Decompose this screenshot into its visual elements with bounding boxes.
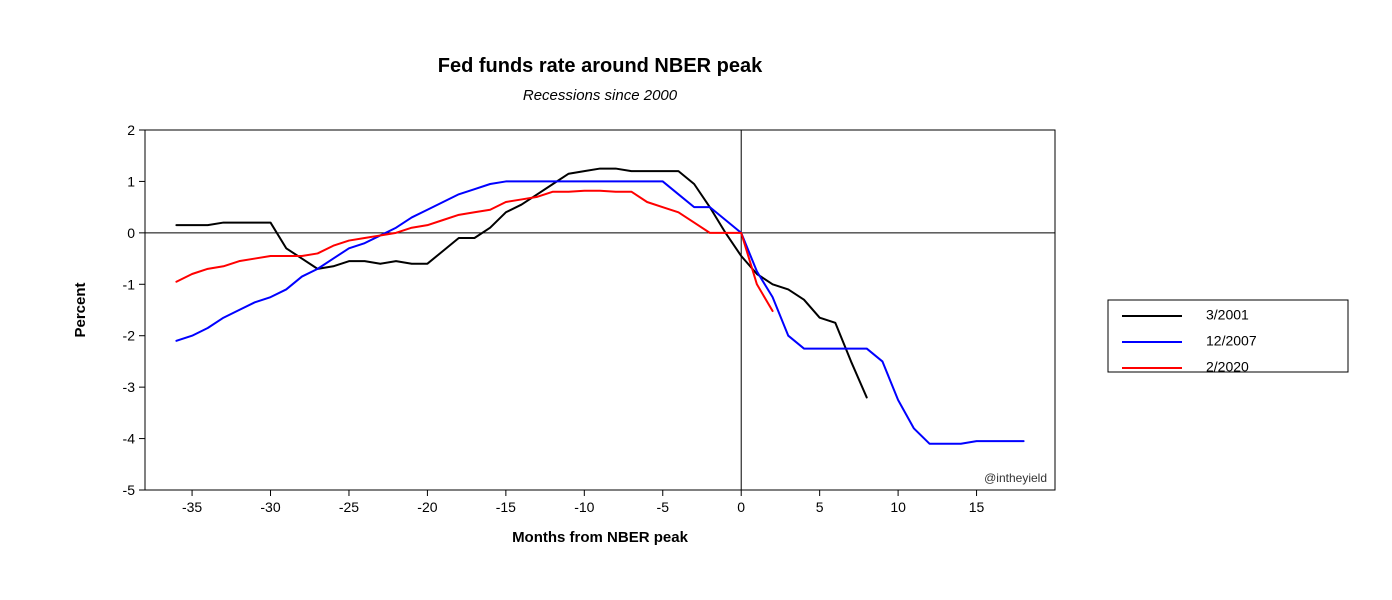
y-axis-label: Percent — [72, 282, 89, 337]
y-tick-label: -5 — [123, 482, 136, 498]
x-tick-label: -10 — [574, 499, 594, 515]
x-tick-label: -30 — [260, 499, 280, 515]
x-tick-label: -15 — [496, 499, 516, 515]
x-axis-label: Months from NBER peak — [512, 529, 689, 546]
y-tick-label: -2 — [123, 328, 136, 344]
watermark: @intheyield — [984, 471, 1047, 485]
y-tick-label: 2 — [127, 122, 135, 138]
y-tick-label: 1 — [127, 173, 135, 189]
x-tick-label: -35 — [182, 499, 202, 515]
x-tick-label: 10 — [890, 499, 906, 515]
x-tick-label: 0 — [737, 499, 745, 515]
chart-title: Fed funds rate around NBER peak — [438, 55, 763, 77]
x-tick-label: 15 — [969, 499, 985, 515]
x-tick-label: 5 — [816, 499, 824, 515]
chart-svg: Fed funds rate around NBER peak Recession… — [0, 0, 1392, 600]
y-tick-label: -4 — [123, 431, 136, 447]
legend-label: 2/2020 — [1206, 359, 1249, 375]
y-tick-label: -3 — [123, 379, 136, 395]
series-line-12-2007 — [176, 181, 1023, 443]
plot-border — [145, 130, 1055, 490]
chart-subtitle: Recessions since 2000 — [523, 87, 678, 104]
chart-container: Fed funds rate around NBER peak Recession… — [0, 0, 1392, 600]
y-tick-label: -1 — [123, 276, 136, 292]
legend-label: 3/2001 — [1206, 307, 1249, 323]
x-tick-label: -5 — [657, 499, 670, 515]
y-tick-label: 0 — [127, 225, 135, 241]
series-line-2-2020 — [176, 191, 772, 311]
x-tick-label: -20 — [417, 499, 437, 515]
legend-label: 12/2007 — [1206, 333, 1257, 349]
x-tick-label: -25 — [339, 499, 359, 515]
